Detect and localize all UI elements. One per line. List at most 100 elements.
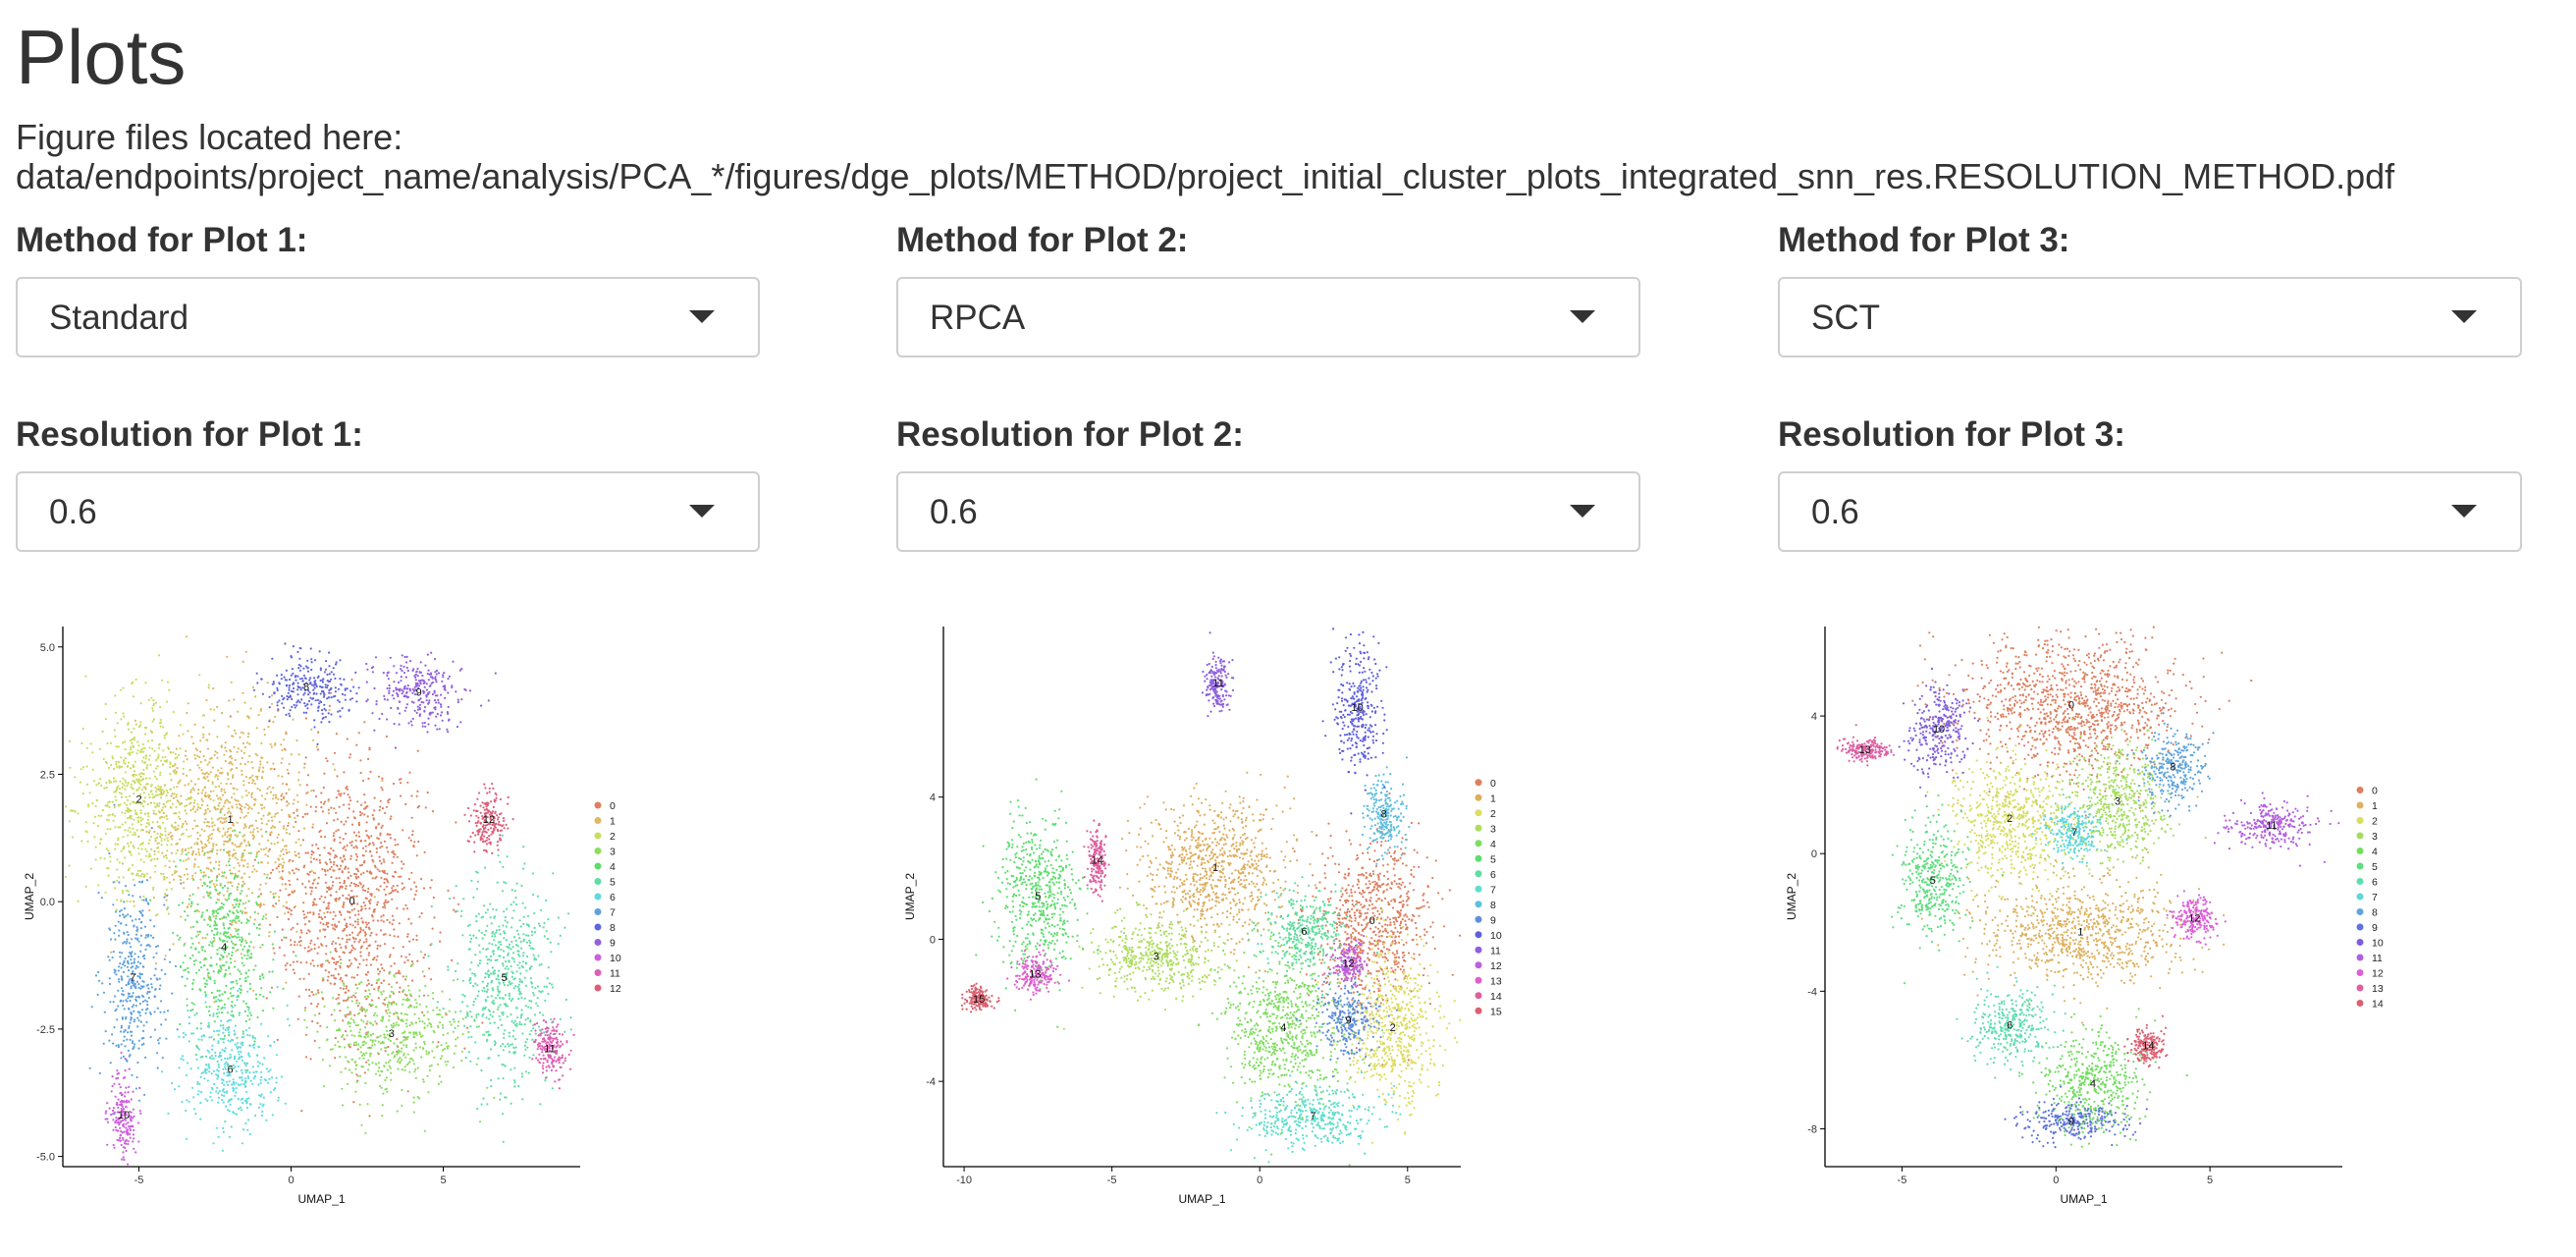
umap-point	[175, 793, 178, 796]
umap-point	[380, 991, 383, 994]
umap-point	[257, 861, 260, 864]
umap-point	[524, 1005, 527, 1008]
umap-point	[405, 1037, 408, 1041]
umap-point	[533, 958, 536, 961]
umap-point	[317, 912, 320, 915]
umap-point	[491, 943, 494, 946]
umap-point	[274, 892, 277, 895]
umap-point	[393, 1002, 396, 1005]
umap-point	[84, 830, 87, 833]
umap-point	[469, 940, 472, 944]
umap-point	[227, 887, 230, 890]
umap-point	[523, 1044, 527, 1047]
umap-point	[200, 871, 203, 874]
umap-point	[209, 964, 212, 967]
umap-point	[492, 907, 495, 910]
umap-point	[110, 951, 113, 954]
umap-point	[133, 792, 135, 795]
umap-point	[355, 1073, 358, 1076]
umap-point	[349, 884, 351, 887]
umap-point	[326, 759, 329, 763]
umap-point	[385, 1076, 388, 1079]
umap-point	[384, 933, 387, 936]
umap-point	[378, 1074, 381, 1077]
umap-point	[218, 864, 221, 867]
umap-point	[149, 854, 152, 857]
umap-point	[350, 976, 353, 979]
umap-point	[234, 829, 237, 832]
umap-point	[335, 998, 338, 1001]
umap-point	[136, 928, 139, 931]
umap-point	[182, 1031, 186, 1034]
umap-point	[208, 761, 211, 764]
umap-point	[512, 901, 515, 903]
umap-point	[148, 839, 151, 842]
umap-point	[185, 847, 188, 850]
umap-point	[383, 881, 386, 884]
umap-point	[338, 993, 341, 997]
umap-point	[235, 799, 238, 802]
umap-point	[383, 1033, 386, 1036]
umap-point	[218, 785, 221, 788]
umap-point	[256, 830, 259, 833]
umap-point	[194, 825, 197, 828]
resolution-select-plot-1[interactable]: 0.6	[16, 471, 760, 552]
method-select-plot-2[interactable]: RPCA	[896, 277, 1640, 357]
umap-point	[216, 736, 219, 738]
umap-point	[264, 913, 267, 916]
umap-point	[89, 867, 92, 870]
umap-point	[179, 838, 182, 841]
umap-point	[205, 983, 208, 986]
umap-point	[238, 1046, 241, 1049]
umap-point	[410, 794, 413, 797]
umap-point	[95, 784, 98, 787]
umap-point	[196, 887, 199, 890]
umap-point	[327, 798, 330, 801]
umap-point	[236, 1047, 240, 1050]
umap-point	[121, 823, 124, 826]
umap-point	[136, 821, 139, 824]
umap-point	[216, 1060, 219, 1064]
umap-point	[342, 905, 345, 908]
umap-point	[425, 1005, 428, 1009]
umap-point	[224, 972, 227, 976]
umap-point	[376, 1052, 380, 1055]
umap-point	[242, 835, 244, 838]
umap-point	[348, 803, 350, 806]
umap-point	[278, 899, 281, 902]
umap-point	[243, 859, 246, 862]
umap-point	[163, 838, 166, 841]
umap-point	[131, 961, 134, 965]
umap-point	[216, 778, 219, 781]
umap-point	[240, 808, 243, 811]
resolution-select-plot-3[interactable]: 0.6	[1778, 471, 2522, 552]
umap-point	[240, 984, 242, 987]
umap-point	[232, 1064, 235, 1066]
umap-point	[174, 870, 177, 873]
umap-point	[151, 888, 154, 891]
method-select-plot-1[interactable]: Standard	[16, 277, 760, 357]
umap-point	[343, 879, 346, 882]
umap-point	[292, 718, 295, 721]
umap-point	[226, 1090, 229, 1093]
method-select-plot-3[interactable]: SCT	[1778, 277, 2522, 357]
umap-point	[245, 844, 248, 847]
umap-point	[157, 810, 160, 813]
umap-point	[139, 875, 142, 878]
resolution-value-plot-3: 0.6	[1811, 493, 1859, 531]
umap-point	[414, 1042, 417, 1045]
resolution-select-plot-2[interactable]: 0.6	[896, 471, 1640, 552]
umap-point	[120, 975, 123, 978]
umap-point	[510, 916, 513, 919]
umap-point	[255, 853, 258, 856]
umap-point	[222, 1024, 225, 1027]
umap-point	[358, 1103, 361, 1106]
umap-point	[543, 921, 546, 925]
umap-point	[369, 871, 373, 874]
umap-point	[241, 936, 243, 939]
umap-point	[492, 999, 495, 1002]
umap-point	[527, 924, 530, 928]
umap-point	[387, 801, 390, 804]
umap-point	[303, 1009, 306, 1011]
umap-point	[213, 982, 216, 985]
